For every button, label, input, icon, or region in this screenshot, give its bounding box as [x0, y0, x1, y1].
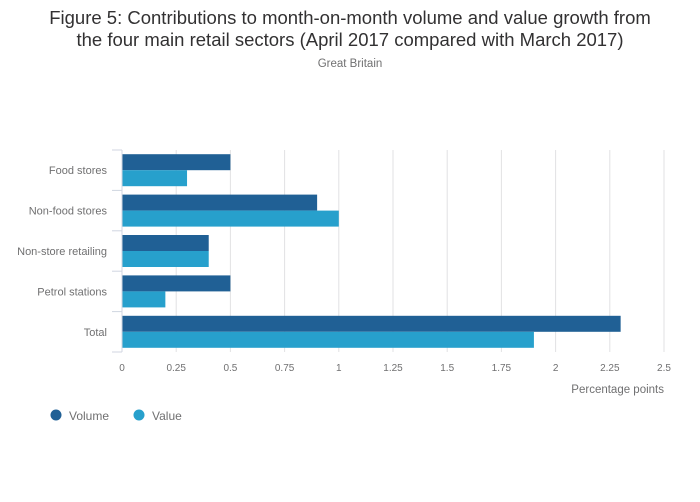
bar-volume-petrol-stations[interactable]: [122, 275, 231, 292]
legend-marker-icon: [50, 409, 62, 421]
bar-value-total[interactable]: [122, 331, 534, 348]
x-tick-label: 1.25: [383, 363, 403, 374]
x-tick-label: 2.5: [657, 363, 671, 374]
bar-value-food-stores[interactable]: [122, 170, 188, 187]
legend[interactable]: Volume Value: [50, 409, 183, 423]
legend-item-volume[interactable]: Volume: [50, 409, 110, 423]
bar-volume-total[interactable]: [122, 315, 621, 332]
x-tick-label: 0: [119, 363, 125, 374]
y-category-label: Petrol stations: [37, 286, 107, 298]
bar-volume-non-food-stores[interactable]: [122, 194, 318, 211]
chart-title: Figure 5: Contributions to month-on-mont…: [0, 7, 700, 51]
y-category-label: Non-store retailing: [17, 246, 107, 258]
bar-volume-non-store-retailing[interactable]: [122, 235, 209, 251]
bar-value-non-food-stores[interactable]: [122, 210, 339, 227]
y-axis: Food stores Non-food stores Non-store reta…: [17, 149, 123, 353]
x-tick-label: 0.5: [223, 363, 237, 374]
chart-subtitle: Great Britain: [317, 58, 383, 70]
bars: [122, 154, 621, 348]
bar-value-non-store-retailing[interactable]: [122, 251, 209, 267]
x-tick-label: 0.75: [275, 363, 295, 374]
legend-item-value[interactable]: Value: [133, 409, 183, 423]
x-tick-label: 1.75: [492, 363, 512, 374]
legend-label: Value: [152, 409, 182, 423]
x-tick-label: 1: [336, 363, 342, 374]
bar-volume-food-stores[interactable]: [122, 154, 231, 171]
y-category-label: Total: [84, 327, 107, 339]
x-tick-label: 1.5: [440, 363, 454, 374]
legend-label: Volume: [69, 409, 109, 423]
legend-marker-icon: [133, 409, 145, 421]
y-category-label: Food stores: [49, 165, 108, 177]
chart-title-line-2: the four main retail sectors (April 2017…: [76, 29, 624, 50]
x-tick-label: 0.25: [166, 363, 186, 374]
x-axis-title: Percentage points: [571, 384, 664, 396]
x-axis-ticks: 0 0.25 0.5 0.75 1 1.25 1.5 1.75 2 2.25 2.5: [119, 363, 671, 374]
x-tick-label: 2: [553, 363, 559, 374]
chart-title-line-1: Figure 5: Contributions to month-on-mont…: [49, 7, 651, 28]
x-tick-label: 2.25: [600, 363, 620, 374]
bar-value-petrol-stations[interactable]: [122, 291, 166, 308]
y-category-label: Non-food stores: [29, 206, 108, 218]
